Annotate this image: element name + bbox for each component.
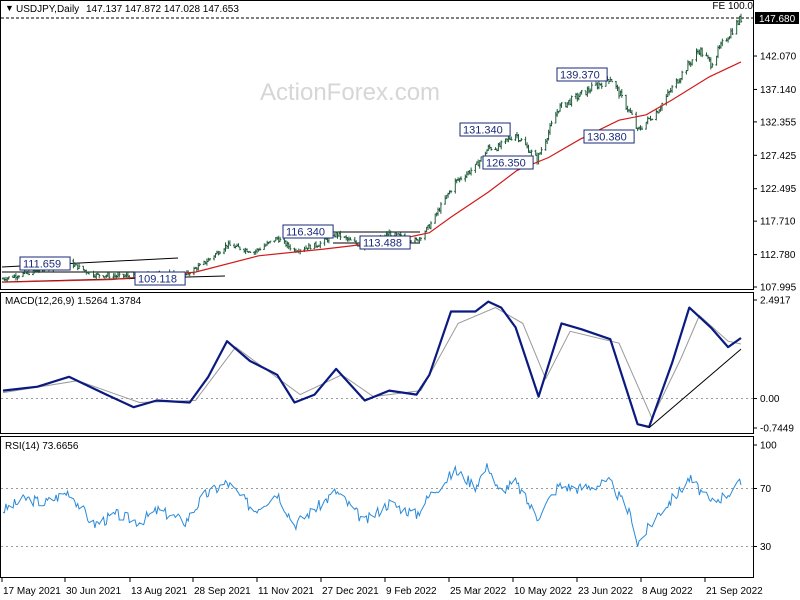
annotation-box-4 [459, 122, 511, 137]
annotation-label-5: 126.350 [486, 158, 526, 170]
macd-group [2, 300, 742, 429]
rsi-line [2, 463, 742, 547]
moving-average-group [2, 61, 742, 283]
annotation-label-1: 109.118 [138, 274, 177, 286]
macd-title: MACD(12,26,9) 1.5264 1.3784 [5, 296, 142, 307]
moving-average-line [2, 61, 742, 283]
price-tick-label-5: 122.495 [760, 184, 797, 195]
ohlc-label: 147.137 147.872 147.028 147.653 [86, 4, 239, 15]
price-tick-label-8: 107.995 [760, 283, 797, 294]
price-tick-label-4: 127.425 [760, 151, 797, 162]
price-axis: 142.070 137.140 132.355 127.425 122.495 117.7… [753, 52, 797, 294]
macd-signal-line [2, 307, 742, 420]
macd-line [2, 300, 742, 429]
macd-tick-label-1: 0.00 [760, 394, 780, 405]
x-tick-label-8: 10 May 2022 [514, 586, 572, 597]
macd-panel-frame [0, 292, 754, 434]
fe-label: FE 100.0 [712, 1, 753, 12]
price-tick-label-7: 112.780 [760, 250, 796, 261]
price-tick-label-6: 117.710 [760, 217, 796, 228]
annotation-box-5 [482, 155, 534, 170]
rsi-group [2, 463, 742, 547]
x-tick-label-2: 13 Aug 2021 [131, 586, 188, 597]
annotation-box-6 [556, 67, 608, 82]
x-tick-label-6: 9 Feb 2022 [386, 586, 437, 597]
annotation-label-3: 113.488 [363, 238, 402, 250]
current-price-marker [755, 12, 799, 24]
rsi-tick-label-1: 70 [760, 484, 772, 495]
x-tick-label-3: 28 Sep 2021 [194, 586, 251, 597]
macd-axis: 2.4917 0.00 -0.7449 [753, 296, 794, 435]
annotation-label-7: 130.380 [587, 132, 627, 144]
x-tick-label-5: 27 Dec 2021 [322, 586, 379, 597]
x-tick-label-0: 17 May 2021 [3, 586, 61, 597]
macd-tick-label-2: -0.7449 [760, 424, 794, 435]
watermark: ActionForex.com [260, 79, 440, 106]
macd-trendline [648, 348, 742, 429]
header-dropdown-icon[interactable]: ▼ [5, 3, 14, 13]
annotation-label-6: 139.370 [560, 70, 600, 82]
time-axis: 17 May 2021 30 Jun 2021 13 Aug 2021 28 Sep … [1, 578, 763, 597]
annotation-label-4: 131.340 [463, 125, 503, 137]
x-tick-label-11: 21 Sep 2022 [706, 586, 763, 597]
annotation-box-1 [134, 271, 186, 286]
annotation-box-2 [282, 224, 334, 239]
price-tick-label-3: 132.355 [760, 117, 797, 128]
price-tick-label-1: 142.070 [760, 52, 797, 63]
macd-tick-label-0: 2.4917 [760, 296, 791, 307]
x-tick-label-1: 30 Jun 2021 [66, 586, 121, 597]
rsi-tick-label-0: 100 [760, 441, 777, 452]
annotation-label-2: 116.340 [286, 227, 325, 239]
price-annotations: 111.659 109.118 116.340 113.488 131.340 126.3… [19, 67, 635, 286]
rsi-axis: 100 70 30 [753, 441, 777, 553]
current-price-label: 147.680 [759, 14, 796, 25]
x-tick-label-9: 23 Jun 2022 [578, 586, 633, 597]
rsi-tick-label-2: 30 [760, 542, 772, 553]
price-tick-label-2: 137.140 [760, 85, 797, 96]
annotation-box-7 [583, 129, 635, 144]
rsi-panel-frame [0, 436, 754, 578]
symbol-label: USDJPY,Daily [16, 4, 79, 15]
annotation-box-0 [19, 256, 71, 271]
price-panel-frame [0, 0, 754, 290]
x-tick-label-10: 8 Aug 2022 [642, 586, 693, 597]
annotation-box-3 [359, 235, 411, 250]
annotation-label-0: 111.659 [23, 259, 61, 271]
rsi-title: RSI(14) 73.6656 [5, 441, 79, 452]
x-tick-label-4: 11 Nov 2021 [258, 586, 314, 597]
x-tick-label-7: 25 Mar 2022 [450, 586, 507, 597]
